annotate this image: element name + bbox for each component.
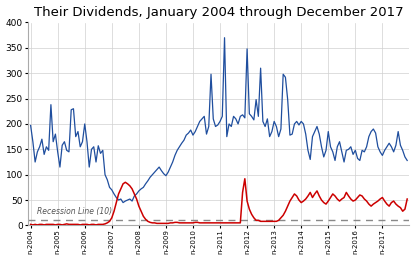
Text: Recession Line (10): Recession Line (10) xyxy=(37,207,112,216)
Title: Their Dividends, January 2004 through December 2017: Their Dividends, January 2004 through De… xyxy=(34,5,404,18)
